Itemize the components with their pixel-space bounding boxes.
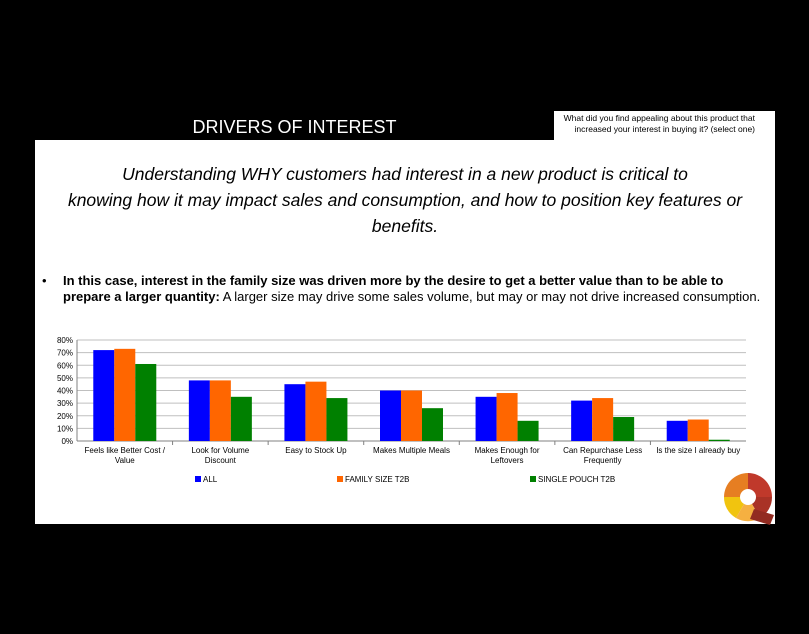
bar	[230, 396, 252, 441]
legend-swatch	[530, 476, 536, 482]
bar	[708, 439, 730, 441]
question-text: Q: What did you find appealing about thi…	[518, 113, 755, 135]
bar	[422, 408, 443, 441]
y-tick-label: 60%	[57, 361, 73, 370]
bar	[188, 380, 210, 441]
intro-line-2: knowing how it may impact sales and cons…	[67, 190, 743, 236]
logo-segment-red	[748, 473, 772, 497]
intro-line-1: Understanding WHY customers had interest…	[122, 164, 688, 184]
bar	[496, 393, 518, 441]
brand-wheel-icon	[723, 473, 774, 525]
y-tick-label: 70%	[57, 349, 73, 358]
x-tick-label: Frequently	[584, 456, 622, 465]
bullet-text: A larger size may drive some sales volum…	[222, 289, 761, 304]
logo-ribbon	[750, 509, 774, 525]
bar	[687, 419, 709, 441]
x-tick-label: Feels like Better Cost /	[85, 446, 166, 455]
y-tick-label: 40%	[57, 387, 73, 396]
x-tick-label: Discount	[205, 456, 237, 465]
bar	[517, 420, 539, 441]
bar	[305, 381, 327, 441]
x-tick-label: Easy to Stock Up	[285, 446, 347, 455]
bar	[284, 384, 306, 441]
bullet-bold-text: In this case, interest in the family siz…	[63, 273, 724, 304]
y-tick-label: 30%	[57, 399, 73, 408]
bar	[571, 400, 593, 441]
x-tick-label: Is the size I already buy	[656, 446, 740, 455]
x-tick-label: Makes Enough for	[475, 446, 540, 455]
bar	[380, 390, 401, 441]
y-tick-label: 20%	[57, 412, 73, 421]
x-tick-label: Can Repurchase Less	[563, 446, 642, 455]
question-label: Q:	[518, 113, 527, 123]
bullet-point: • In this case, interest in the family s…	[42, 273, 763, 305]
x-tick-label: Makes Multiple Meals	[373, 446, 450, 455]
bar-chart: 0% 10% 20% 30% 40% 50% 60% 70% 80% Feels like Bet…	[57, 336, 746, 484]
bar	[613, 417, 635, 441]
bar	[114, 348, 136, 441]
bar	[592, 398, 614, 441]
bar	[135, 363, 157, 441]
bar	[326, 398, 348, 441]
question-line-1: What did you find appealing about this p…	[563, 113, 755, 123]
y-tick-label: 10%	[57, 424, 73, 433]
legend-label: FAMILY SIZE T2B	[345, 475, 409, 484]
y-tick-label: 80%	[57, 336, 73, 345]
legend-label: ALL	[203, 475, 218, 484]
bar	[401, 390, 422, 441]
legend-swatch	[195, 476, 201, 482]
y-tick-label: 0%	[61, 437, 73, 446]
x-tick-label: Look for Volume	[191, 446, 249, 455]
x-tick-label: Value	[115, 456, 135, 465]
y-tick-label: 50%	[57, 374, 73, 383]
intro-text: Understanding WHY customers had interest…	[35, 161, 775, 239]
bar	[93, 350, 115, 441]
logo-segment-orange	[724, 473, 748, 497]
legend-label: SINGLE POUCH T2B	[538, 475, 615, 484]
slide-title: DRIVERS OF INTEREST	[35, 111, 554, 140]
bar	[209, 380, 231, 441]
bar	[666, 420, 688, 441]
question-line-2: increased your interest in buying it? (s…	[574, 124, 755, 134]
bar	[475, 396, 497, 441]
legend-swatch	[337, 476, 343, 482]
x-tick-label: Leftovers	[491, 456, 524, 465]
slide: DRIVERS OF INTEREST Q: What did you find…	[35, 111, 775, 525]
bullet-symbol: •	[42, 273, 47, 288]
